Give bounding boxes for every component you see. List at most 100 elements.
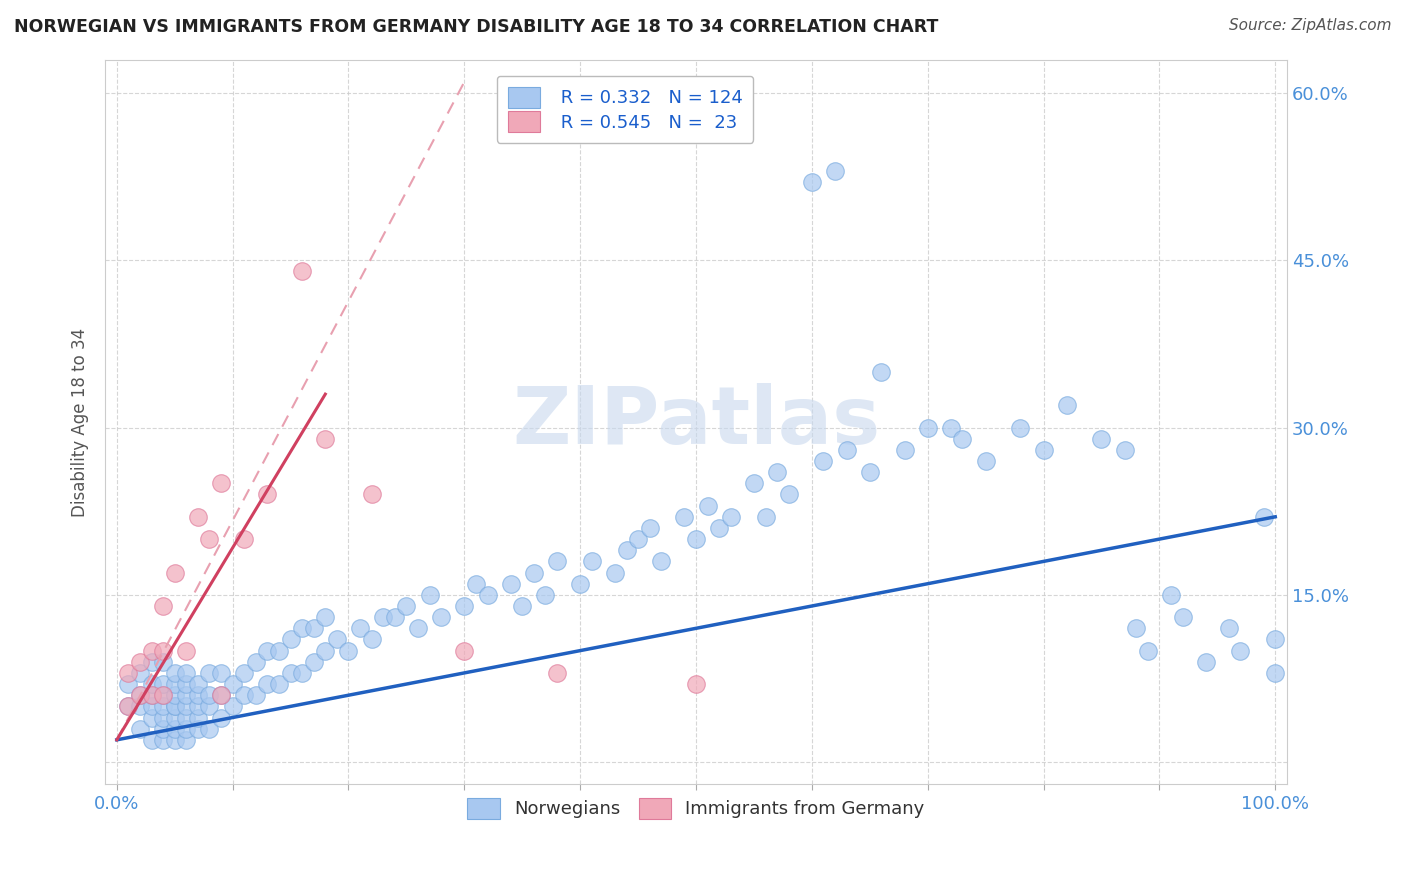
Point	[187, 677, 209, 691]
Point	[129, 665, 152, 680]
Point	[395, 599, 418, 613]
Point	[1032, 442, 1054, 457]
Point	[302, 655, 325, 669]
Point	[141, 688, 163, 702]
Point	[1125, 621, 1147, 635]
Point	[163, 665, 186, 680]
Point	[152, 722, 174, 736]
Point	[129, 655, 152, 669]
Point	[1253, 509, 1275, 524]
Point	[685, 532, 707, 546]
Point	[939, 420, 962, 434]
Point	[638, 521, 661, 535]
Point	[569, 576, 592, 591]
Point	[835, 442, 858, 457]
Point	[152, 699, 174, 714]
Point	[314, 610, 336, 624]
Point	[373, 610, 395, 624]
Point	[510, 599, 533, 613]
Text: Source: ZipAtlas.com: Source: ZipAtlas.com	[1229, 18, 1392, 33]
Point	[152, 710, 174, 724]
Point	[326, 632, 349, 647]
Point	[176, 688, 198, 702]
Point	[1264, 665, 1286, 680]
Point	[1136, 643, 1159, 657]
Point	[187, 699, 209, 714]
Point	[1195, 655, 1218, 669]
Point	[870, 365, 893, 379]
Point	[233, 688, 256, 702]
Point	[176, 710, 198, 724]
Point	[685, 677, 707, 691]
Point	[141, 710, 163, 724]
Point	[523, 566, 546, 580]
Point	[720, 509, 742, 524]
Point	[384, 610, 406, 624]
Point	[800, 175, 823, 189]
Point	[221, 677, 243, 691]
Point	[477, 588, 499, 602]
Point	[406, 621, 429, 635]
Point	[650, 554, 672, 568]
Point	[163, 566, 186, 580]
Point	[129, 688, 152, 702]
Point	[141, 655, 163, 669]
Point	[233, 665, 256, 680]
Point	[742, 476, 765, 491]
Point	[152, 688, 174, 702]
Point	[453, 599, 475, 613]
Point	[291, 264, 314, 278]
Point	[129, 722, 152, 736]
Point	[198, 532, 221, 546]
Point	[209, 688, 232, 702]
Point	[1114, 442, 1136, 457]
Point	[187, 710, 209, 724]
Point	[163, 688, 186, 702]
Point	[813, 454, 835, 468]
Point	[291, 665, 314, 680]
Point	[176, 643, 198, 657]
Point	[1090, 432, 1112, 446]
Point	[627, 532, 650, 546]
Point	[163, 677, 186, 691]
Point	[267, 677, 290, 691]
Point	[778, 487, 800, 501]
Y-axis label: Disability Age 18 to 34: Disability Age 18 to 34	[72, 327, 89, 516]
Point	[1264, 632, 1286, 647]
Point	[117, 699, 139, 714]
Point	[176, 665, 198, 680]
Point	[152, 677, 174, 691]
Point	[1010, 420, 1032, 434]
Point	[209, 688, 232, 702]
Point	[198, 688, 221, 702]
Point	[209, 665, 232, 680]
Point	[198, 665, 221, 680]
Point	[824, 164, 846, 178]
Point	[581, 554, 603, 568]
Point	[209, 476, 232, 491]
Point	[256, 677, 278, 691]
Point	[152, 732, 174, 747]
Point	[917, 420, 939, 434]
Text: ZIPatlas: ZIPatlas	[512, 383, 880, 461]
Legend: Norwegians, Immigrants from Germany: Norwegians, Immigrants from Germany	[460, 791, 932, 826]
Point	[302, 621, 325, 635]
Point	[349, 621, 371, 635]
Point	[696, 499, 718, 513]
Point	[673, 509, 696, 524]
Point	[129, 699, 152, 714]
Point	[360, 487, 382, 501]
Point	[245, 688, 267, 702]
Point	[859, 465, 882, 479]
Point	[163, 699, 186, 714]
Point	[546, 665, 568, 680]
Point	[245, 655, 267, 669]
Point	[141, 732, 163, 747]
Point	[1056, 398, 1078, 412]
Point	[766, 465, 789, 479]
Point	[176, 677, 198, 691]
Point	[163, 699, 186, 714]
Point	[280, 632, 302, 647]
Point	[129, 688, 152, 702]
Point	[1171, 610, 1194, 624]
